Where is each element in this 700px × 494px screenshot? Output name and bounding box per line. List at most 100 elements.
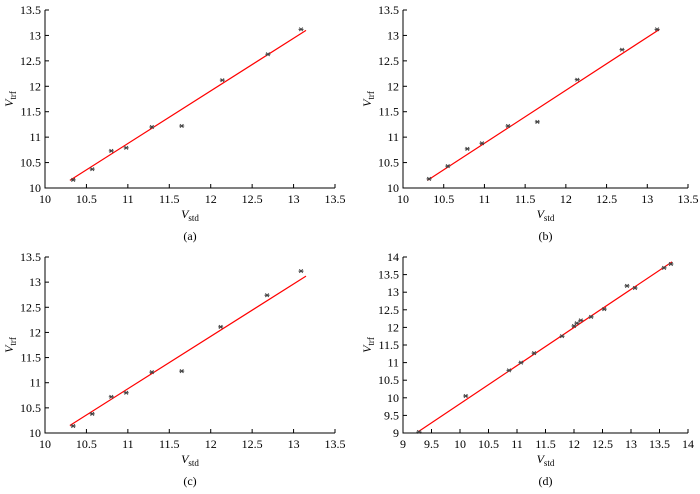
point — [588, 314, 594, 319]
y-tick-label: 9.5 — [384, 408, 399, 422]
x-axis-label-main: V — [537, 452, 546, 466]
x-tick-label: 13 — [288, 437, 300, 451]
point — [179, 123, 185, 129]
point — [574, 77, 580, 82]
point — [574, 321, 580, 326]
y-axis-label-main: V — [2, 98, 16, 107]
point — [264, 293, 270, 298]
x-axis-label: Vstd — [537, 207, 555, 223]
y-tick-label: 12 — [29, 79, 41, 93]
point — [416, 429, 422, 435]
x-tick-label: 10 — [39, 437, 51, 451]
y-tick-label: 13.5 — [20, 3, 41, 17]
point — [298, 27, 304, 32]
y-tick-label: 12 — [387, 320, 399, 334]
point — [661, 265, 667, 271]
point — [464, 146, 470, 151]
y-axis-label-main: V — [360, 98, 374, 107]
y-axis-label: Vtrf — [360, 91, 376, 107]
x-tick-label: 13.5 — [325, 437, 346, 451]
point — [70, 177, 76, 182]
y-tick-label: 11.5 — [378, 105, 399, 119]
y-tick-label: 13.5 — [378, 268, 399, 282]
caption: (a) — [183, 229, 196, 243]
x-tick-label: 10 — [397, 192, 409, 206]
x-tick-label: 12 — [568, 437, 580, 451]
x-axis-label: Vstd — [181, 207, 199, 223]
y-axis-label-main: V — [2, 344, 16, 353]
axes — [402, 257, 688, 434]
y-tick-label: 12.5 — [378, 303, 399, 317]
x-tick-label: 12 — [560, 192, 572, 206]
y-tick-label: 10 — [29, 426, 41, 440]
y-tick-label: 11 — [387, 130, 399, 144]
x-tick-label: 10.5 — [478, 437, 499, 451]
fit-line — [427, 28, 660, 181]
x-tick-label: 11.5 — [515, 192, 536, 206]
axes — [402, 10, 688, 189]
y-tick-label: 13 — [29, 28, 41, 42]
x-tick-label: 13.5 — [678, 192, 699, 206]
x-axis-label-sub: std — [544, 213, 555, 223]
point — [619, 47, 625, 52]
y-tick-label: 11 — [29, 376, 41, 390]
x-tick-label: 11.5 — [535, 437, 556, 451]
y-axis-label: Vtrf — [360, 337, 376, 353]
point — [463, 393, 469, 399]
x-tick-label: 12.5 — [592, 437, 613, 451]
point — [445, 164, 451, 169]
panel: 9 9.5 10 10.5 11 11.5 12 12.5 13 13.5 14 9 9.5 10 10.5… — [360, 250, 694, 488]
caption: (b) — [539, 229, 553, 243]
y-tick-label: 13 — [387, 285, 399, 299]
y-tick-label: 12.5 — [20, 54, 41, 68]
x-tick-label: 13 — [641, 192, 653, 206]
fit-line — [69, 29, 307, 181]
point — [218, 324, 224, 330]
y-tick-label: 12 — [29, 325, 41, 339]
point — [654, 27, 660, 32]
fit-line — [69, 275, 307, 426]
point — [89, 167, 95, 172]
point — [531, 350, 537, 356]
point — [265, 52, 271, 57]
y-axis-label: Vtrf — [2, 337, 18, 353]
point — [518, 360, 524, 365]
point — [89, 411, 95, 416]
point — [559, 334, 565, 339]
point — [123, 145, 129, 150]
fit-line — [417, 261, 673, 433]
x-tick-label: 10.5 — [76, 192, 97, 206]
y-tick-label: 11.5 — [20, 351, 41, 365]
point — [219, 78, 225, 83]
y-tick-label: 13.5 — [378, 3, 399, 17]
axes — [44, 257, 335, 434]
x-tick-label: 13 — [625, 437, 637, 451]
x-tick-label: 12 — [205, 437, 217, 451]
point — [534, 119, 540, 124]
point — [668, 261, 674, 267]
point — [179, 369, 185, 374]
y-axis-label-main: V — [360, 344, 374, 353]
y-tick-label: 13 — [29, 275, 41, 289]
point — [123, 390, 129, 395]
x-tick-label: 12.5 — [242, 437, 263, 451]
y-tick-label: 10 — [387, 391, 399, 405]
point — [108, 148, 114, 153]
y-tick-label: 12.5 — [378, 54, 399, 68]
x-tick-label: 11 — [122, 437, 134, 451]
point — [149, 370, 155, 375]
x-tick-label: 11.5 — [159, 437, 180, 451]
y-tick-label: 10 — [387, 181, 399, 195]
y-tick-label: 10.5 — [378, 156, 399, 170]
y-axis-label-sub: trf — [8, 91, 18, 100]
x-axis-label-sub: std — [544, 458, 555, 468]
y-axis-label-sub: trf — [366, 91, 376, 100]
x-axis-label-sub: std — [188, 213, 199, 223]
panel: 10 10.5 11 11.5 12 12.5 13 13.5 10 10.5 11 11.5 12 12… — [2, 3, 346, 243]
y-tick-label: 10.5 — [378, 373, 399, 387]
point — [578, 318, 584, 323]
x-tick-label: 11 — [122, 192, 134, 206]
x-tick-label: 14 — [682, 437, 694, 451]
x-tick-label: 10.5 — [433, 192, 454, 206]
